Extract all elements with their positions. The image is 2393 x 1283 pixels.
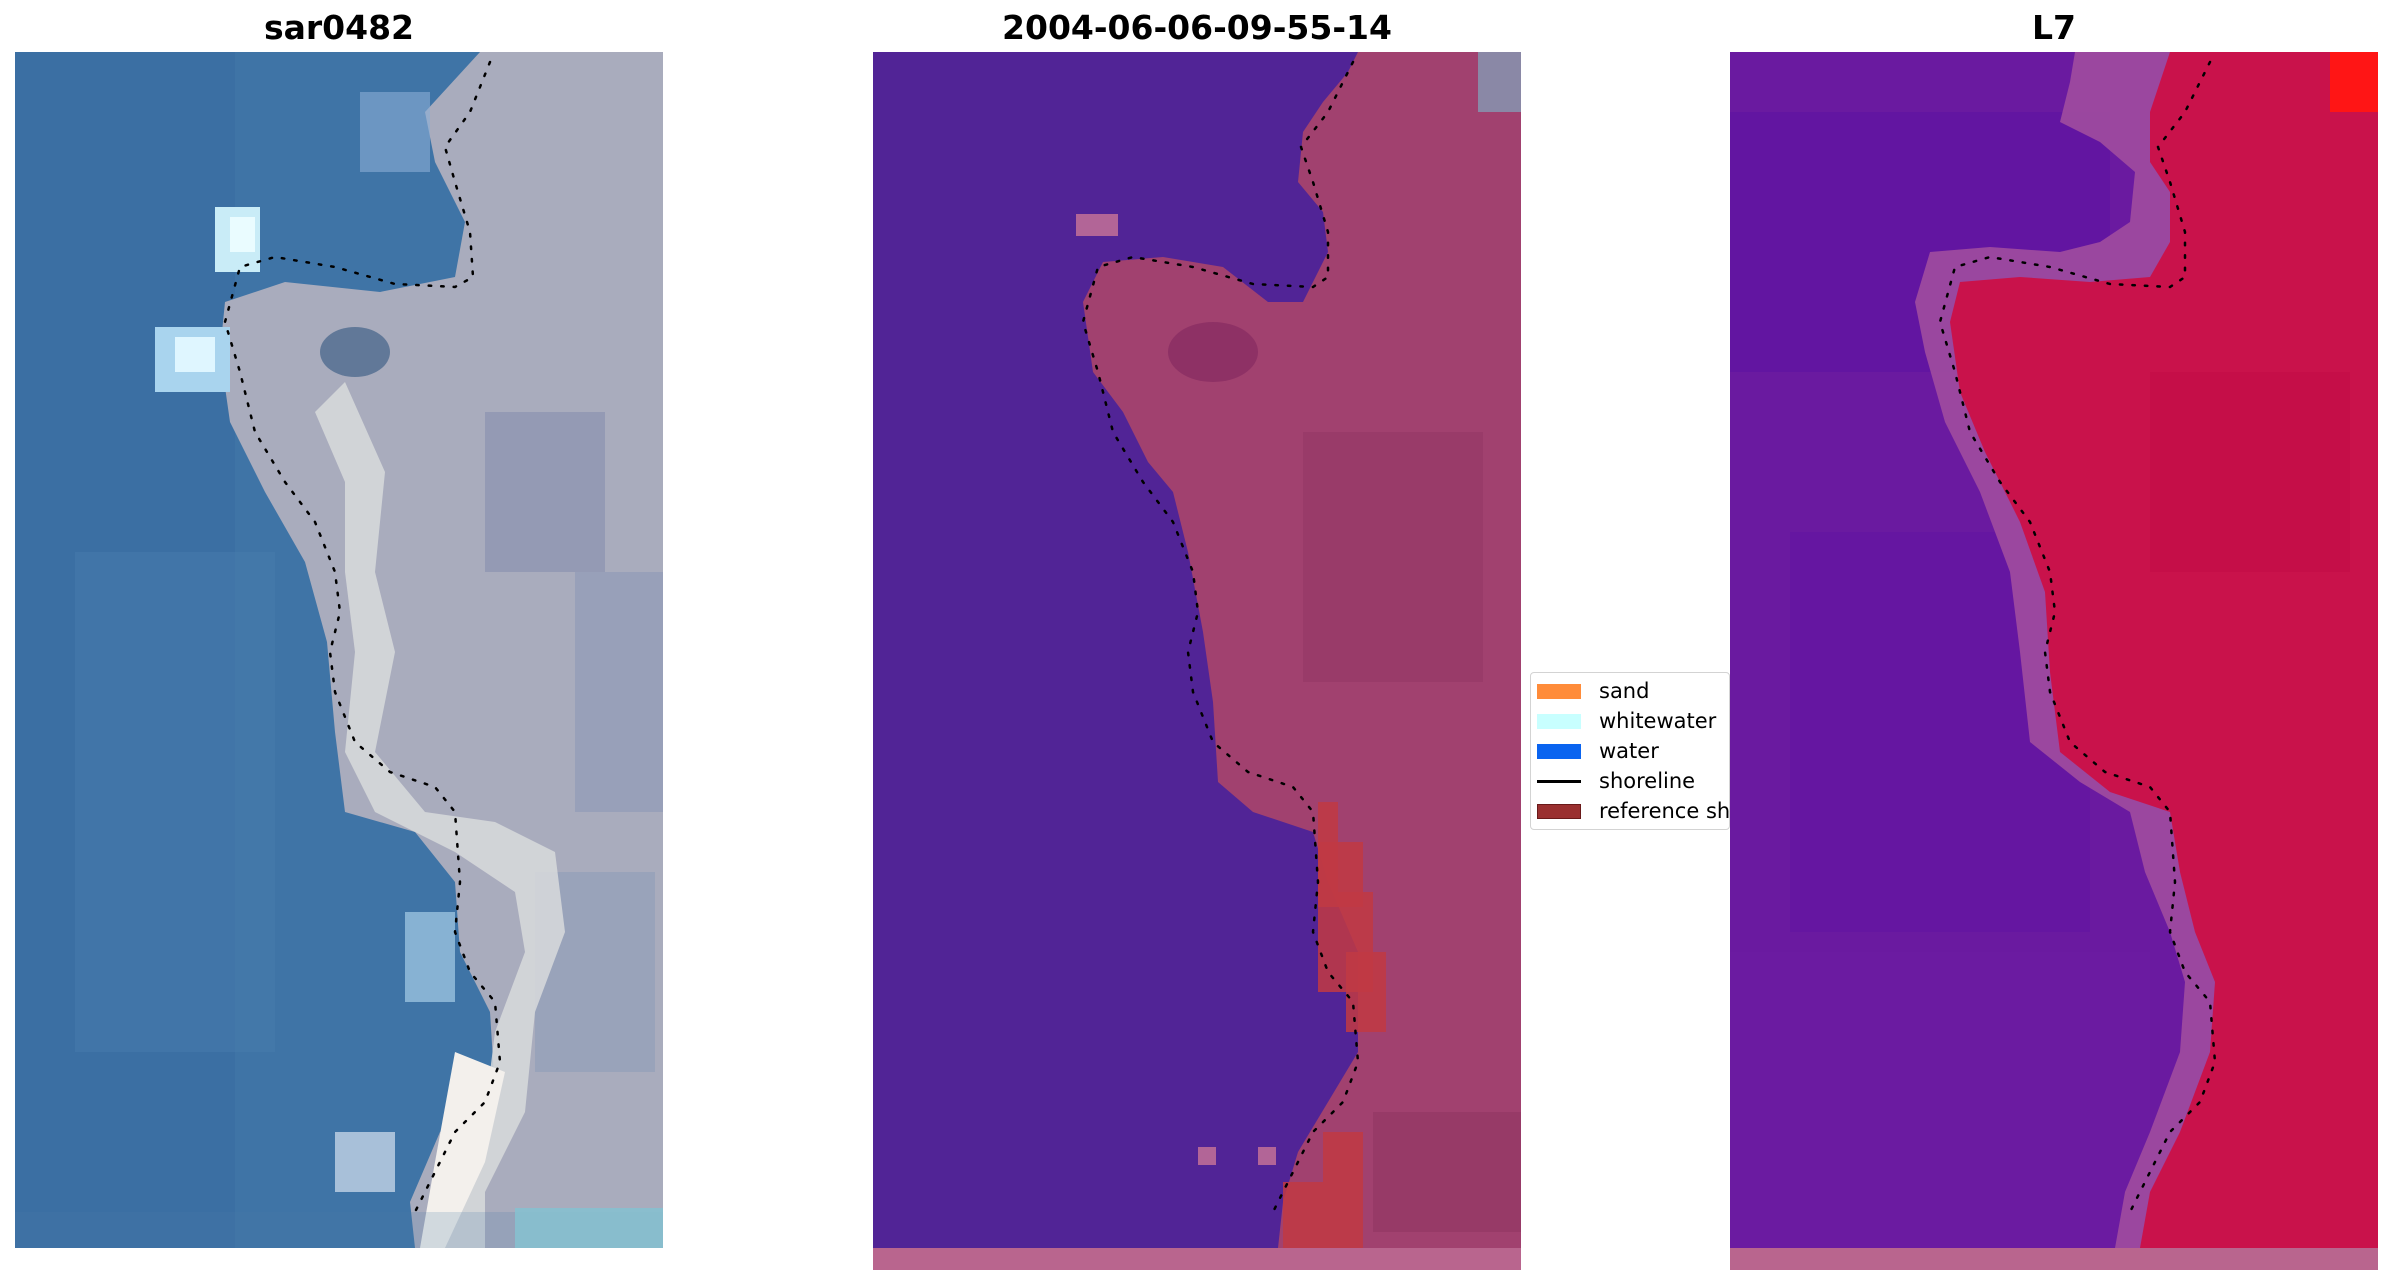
whitewater-swatch bbox=[1537, 713, 1581, 729]
panel-title-rgb: sar0482 bbox=[263, 8, 415, 47]
legend-label: shoreline bbox=[1599, 769, 1696, 793]
legend-label: reference shoreline bbox=[1599, 799, 1730, 823]
water-swatch bbox=[1537, 743, 1581, 759]
classified-image-panel bbox=[873, 52, 1521, 1270]
rgb-image bbox=[15, 52, 663, 1248]
classified-image bbox=[873, 52, 1521, 1270]
legend-label: sand bbox=[1599, 679, 1650, 703]
legend-label: whitewater bbox=[1599, 709, 1717, 733]
shoreline-line-swatch bbox=[1537, 779, 1581, 783]
sand-swatch bbox=[1537, 683, 1581, 699]
legend-item-sand: sand bbox=[1537, 676, 1649, 706]
mndwi-image-panel bbox=[1730, 52, 2378, 1270]
reference-shoreline-swatch bbox=[1537, 803, 1581, 819]
legend-label: water bbox=[1599, 739, 1659, 763]
legend-item-whitewater: whitewater bbox=[1537, 706, 1716, 736]
legend-item-reference-shoreline: reference shoreline bbox=[1537, 796, 1730, 826]
rgb-image-panel bbox=[15, 52, 663, 1248]
legend: sand whitewater water shoreline referenc… bbox=[1530, 672, 1730, 830]
legend-item-shoreline: shoreline bbox=[1537, 766, 1695, 796]
mndwi-image bbox=[1730, 52, 2378, 1270]
legend-item-water: water bbox=[1537, 736, 1659, 766]
panel-title-mndwi: L7 bbox=[2032, 8, 2076, 47]
panel-title-classified: 2004-06-06-09-55-14 bbox=[1002, 8, 1392, 47]
